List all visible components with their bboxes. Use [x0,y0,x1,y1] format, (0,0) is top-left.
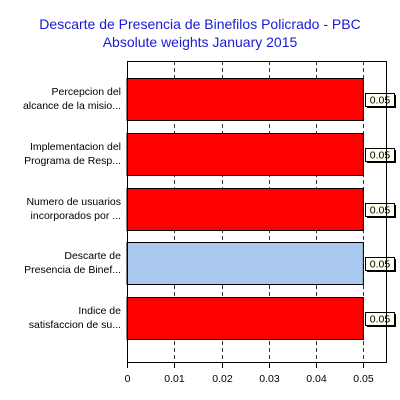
data-label-box [365,93,395,107]
data-label-box [365,257,395,271]
plot-area [127,61,387,363]
data-label: 0.05 [370,150,391,162]
category-label: Indice de [78,305,121,317]
category-label: Implementacion del [30,141,121,153]
x-tick-label: 0.04 [306,373,327,385]
category-label: alcance de la misio... [23,100,121,112]
x-tick-label: 0.02 [212,373,233,385]
data-labels: 0.05 0.05 0.05 0.05 0.05 [365,93,396,327]
category-label: incorporados por ... [31,210,121,222]
data-label: 0.05 [370,95,391,107]
data-label: 0.05 [370,314,391,326]
bar [126,297,364,340]
category-labels: Percepcion del alcance de la misio... Impl… [23,86,121,331]
bar [126,188,364,231]
data-label-box [365,312,395,326]
x-tick-label: 0.05 [353,373,374,385]
x-axis: 0 0.01 0.02 0.03 0.04 0.05 [125,363,374,385]
bar [126,78,364,121]
data-label: 0.05 [370,259,391,271]
category-label: Descarte de [64,250,121,262]
x-tick-label: 0 [125,373,131,385]
bar [126,242,364,285]
category-label: Programa de Resp... [24,155,121,167]
data-label: 0.05 [370,205,391,217]
chart-title: Descarte de Presencia de Binefilos Polic… [39,16,360,32]
category-label: Presencia de Binef... [24,264,121,276]
x-tick-label: 0.01 [164,373,185,385]
category-label: Numero de usuarios [26,196,121,208]
category-label: satisfaccion de su... [29,319,121,331]
data-label-box [365,148,395,162]
x-tick-label: 0.03 [259,373,280,385]
bars [126,78,364,340]
chart-subtitle: Absolute weights January 2015 [103,34,298,50]
bar [126,133,364,176]
data-label-box [365,203,395,217]
category-label: Percepcion del [52,86,121,98]
